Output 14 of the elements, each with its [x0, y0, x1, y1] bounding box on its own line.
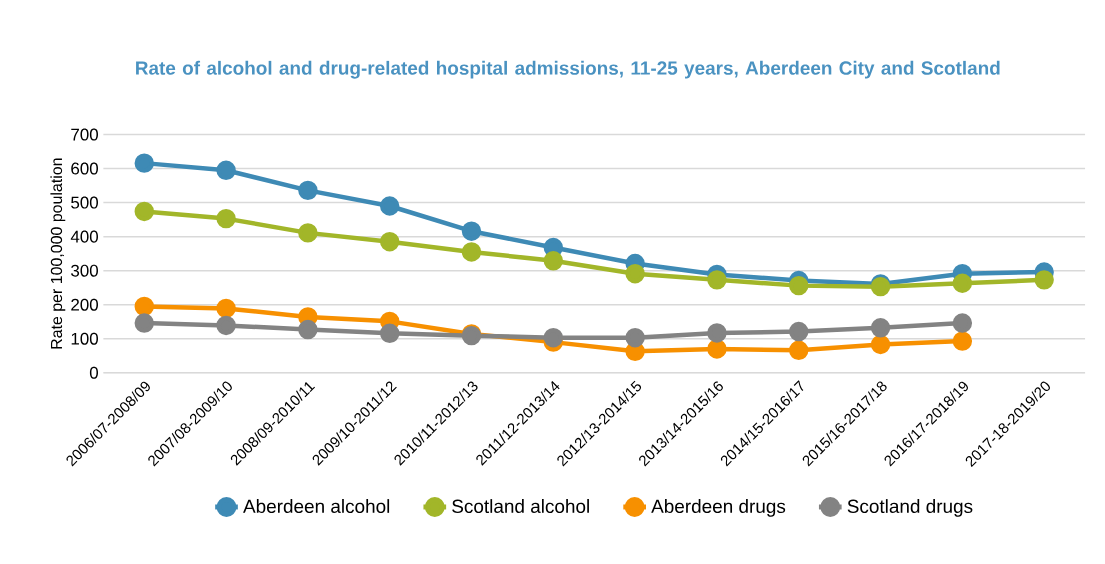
- y-tick-label: 600: [71, 162, 98, 175]
- legend-label: Aberdeen drugs: [651, 499, 786, 517]
- y-tick-label: 500: [71, 196, 98, 209]
- y-tick-label: 400: [70, 230, 98, 243]
- y-tick-label: 100: [71, 332, 98, 345]
- y-tick-label: 300: [71, 264, 98, 277]
- chart-title: Rate of alcohol and drug-related hospital admissions, 11-25 years, Aberdeen City and Scotland: [136, 60, 1000, 79]
- y-tick-label: 700: [71, 128, 98, 141]
- legend-label: Scotland alcohol: [452, 499, 589, 513]
- y-axis-title: Rate per 100,000 poulation: [50, 158, 66, 349]
- legend-label: Scotland drugs: [847, 499, 973, 517]
- y-tick-label: 0: [89, 366, 98, 379]
- legend-label: Aberdeen alcohol: [243, 499, 390, 513]
- y-tick-label: 200: [71, 298, 98, 311]
